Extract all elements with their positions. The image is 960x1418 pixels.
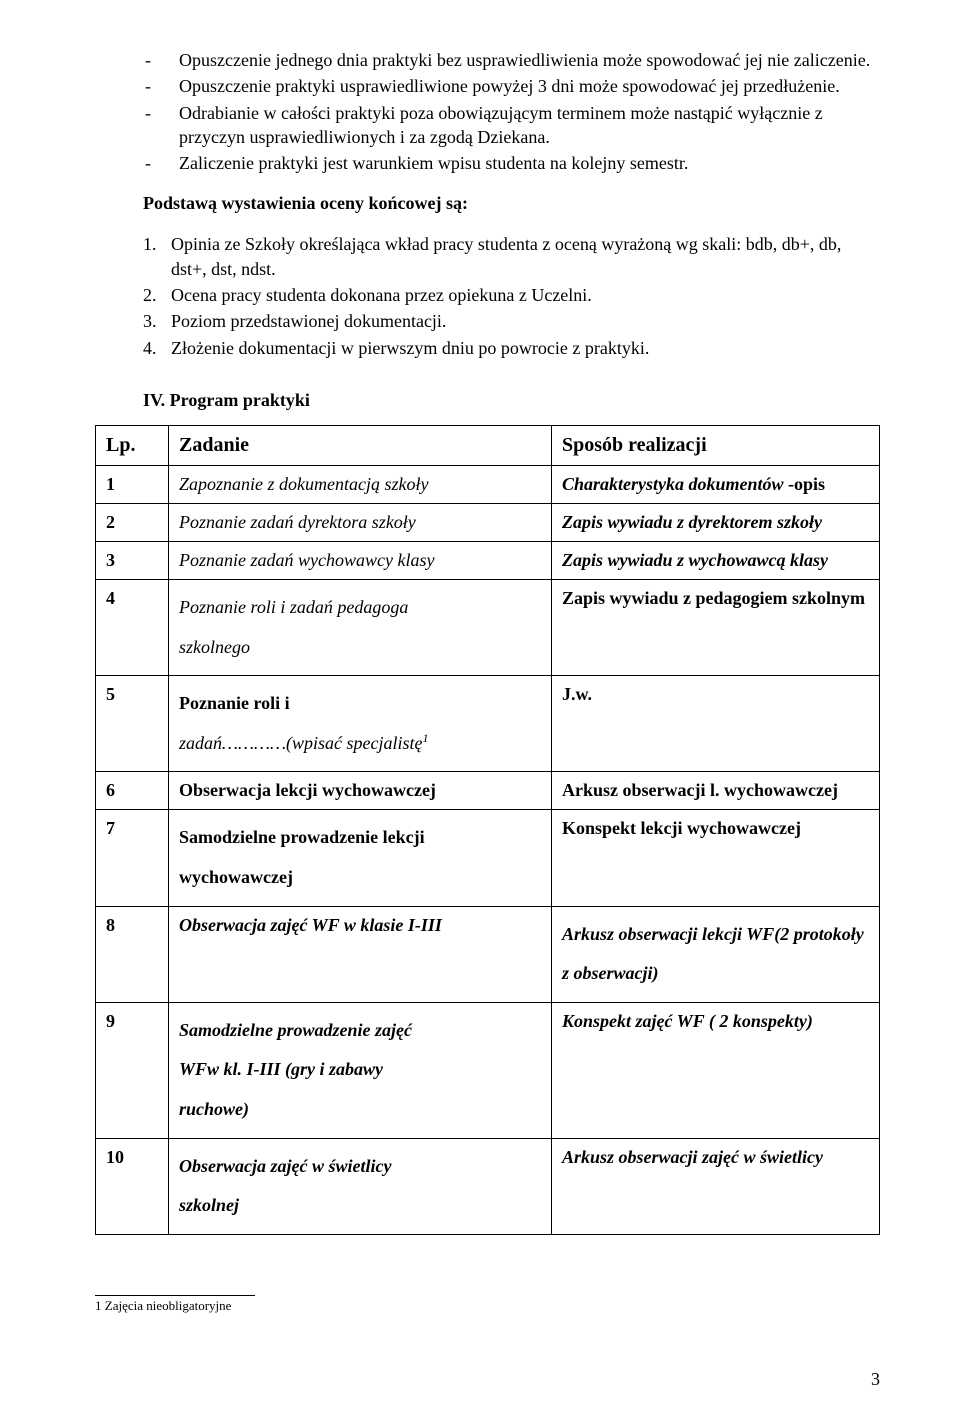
cell-lp: 10 [96,1138,169,1234]
dash-list-text: Opuszczenie praktyki usprawiedliwione po… [179,74,880,98]
cell-lp: 9 [96,1002,169,1138]
table-row: 5Poznanie roli izadań…………(wpisać specjal… [96,676,880,772]
list-number: 2. [143,283,171,307]
dash-list-text: Opuszczenie jednego dnia praktyki bez us… [179,48,880,72]
numbered-list-item: 1.Opinia ze Szkoły określająca wkład pra… [143,232,880,281]
dash-list-text: Odrabianie w całości praktyki poza obowi… [179,101,880,150]
dash-marker: - [145,101,179,150]
cell-task: Obserwacja zajęć WF w klasie I-III [169,906,552,1002]
cell-task: Samodzielne prowadzenie zajęćWFw kl. I-I… [169,1002,552,1138]
cell-method: Arkusz obserwacji l. wychowawczej [552,772,880,810]
cell-lp: 8 [96,906,169,1002]
numbered-list-text: Opinia ze Szkoły określająca wkład pracy… [171,232,880,281]
footnote: 1 Zajęcia nieobligatoryjne [95,1298,880,1314]
dash-marker: - [145,74,179,98]
basis-heading: Podstawą wystawienia oceny końcowej są: [143,193,880,214]
cell-task: Poznanie roli izadań…………(wpisać specjali… [169,676,552,772]
cell-task: Obserwacja zajęć w świetlicyszkolnej [169,1138,552,1234]
cell-task: Poznanie zadań dyrektora szkoły [169,503,552,541]
numbered-list-item: 2.Ocena pracy studenta dokonana przez op… [143,283,880,307]
cell-lp: 2 [96,503,169,541]
dash-list-item: -Zaliczenie praktyki jest warunkiem wpis… [145,151,880,175]
table-row: 1Zapoznanie z dokumentacją szkołyCharakt… [96,465,880,503]
cell-lp: 6 [96,772,169,810]
cell-method: Zapis wywiadu z wychowawcą klasy [552,541,880,579]
list-number: 4. [143,336,171,360]
numbered-list-text: Złożenie dokumentacji w pierwszym dniu p… [171,336,880,360]
cell-method: Konspekt zajęć WF ( 2 konspekty) [552,1002,880,1138]
footnote-rule [95,1295,255,1296]
cell-task: Samodzielne prowadzenie lekcjiwychowawcz… [169,810,552,906]
document-page: -Opuszczenie jednego dnia praktyki bez u… [0,0,960,1418]
program-heading: IV. Program praktyki [143,390,880,411]
tasks-table: Lp. Zadanie Sposób realizacji 1Zapoznani… [95,425,880,1235]
footnote-text: Zajęcia nieobligatoryjne [102,1298,232,1313]
cell-task: Zapoznanie z dokumentacją szkoły [169,465,552,503]
cell-lp: 7 [96,810,169,906]
cell-lp: 3 [96,541,169,579]
cell-method: Arkusz obserwacji zajęć w świetlicy [552,1138,880,1234]
cell-task: Poznanie zadań wychowawcy klasy [169,541,552,579]
table-row: 3Poznanie zadań wychowawcy klasyZapis wy… [96,541,880,579]
cell-method: Zapis wywiadu z pedagogiem szkolnym [552,579,880,675]
cell-method: Charakterystyka dokumentów -opis [552,465,880,503]
cell-method: Arkusz obserwacji lekcji WF(2 protokołyz… [552,906,880,1002]
numbered-list-text: Poziom przedstawionej dokumentacji. [171,309,880,333]
dash-list-item: -Opuszczenie jednego dnia praktyki bez u… [145,48,880,72]
cell-lp: 1 [96,465,169,503]
cell-task: Obserwacja lekcji wychowawczej [169,772,552,810]
dash-list: -Opuszczenie jednego dnia praktyki bez u… [95,48,880,175]
table-row: 8Obserwacja zajęć WF w klasie I-IIIArkus… [96,906,880,1002]
list-number: 3. [143,309,171,333]
table-header-row: Lp. Zadanie Sposób realizacji [96,425,880,465]
table-row: 2Poznanie zadań dyrektora szkołyZapis wy… [96,503,880,541]
numbered-list: 1.Opinia ze Szkoły określająca wkład pra… [95,232,880,359]
table-row: 7Samodzielne prowadzenie lekcjiwychowawc… [96,810,880,906]
dash-marker: - [145,151,179,175]
col-header-method: Sposób realizacji [552,425,880,465]
list-number: 1. [143,232,171,281]
table-row: 4Poznanie roli i zadań pedagogaszkolnego… [96,579,880,675]
cell-lp: 4 [96,579,169,675]
page-number: 3 [871,1369,880,1390]
dash-list-item: -Opuszczenie praktyki usprawiedliwione p… [145,74,880,98]
dash-list-text: Zaliczenie praktyki jest warunkiem wpisu… [179,151,880,175]
cell-method: J.w. [552,676,880,772]
numbered-list-text: Ocena pracy studenta dokonana przez opie… [171,283,880,307]
dash-list-item: -Odrabianie w całości praktyki poza obow… [145,101,880,150]
cell-lp: 5 [96,676,169,772]
table-row: 9Samodzielne prowadzenie zajęćWFw kl. I-… [96,1002,880,1138]
cell-method: Zapis wywiadu z dyrektorem szkoły [552,503,880,541]
numbered-list-item: 4.Złożenie dokumentacji w pierwszym dniu… [143,336,880,360]
numbered-list-item: 3.Poziom przedstawionej dokumentacji. [143,309,880,333]
cell-method: Konspekt lekcji wychowawczej [552,810,880,906]
table-row: 6Obserwacja lekcji wychowawczejArkusz ob… [96,772,880,810]
col-header-task: Zadanie [169,425,552,465]
table-row: 10Obserwacja zajęć w świetlicyszkolnejAr… [96,1138,880,1234]
dash-marker: - [145,48,179,72]
cell-task: Poznanie roli i zadań pedagogaszkolnego [169,579,552,675]
col-header-lp: Lp. [96,425,169,465]
